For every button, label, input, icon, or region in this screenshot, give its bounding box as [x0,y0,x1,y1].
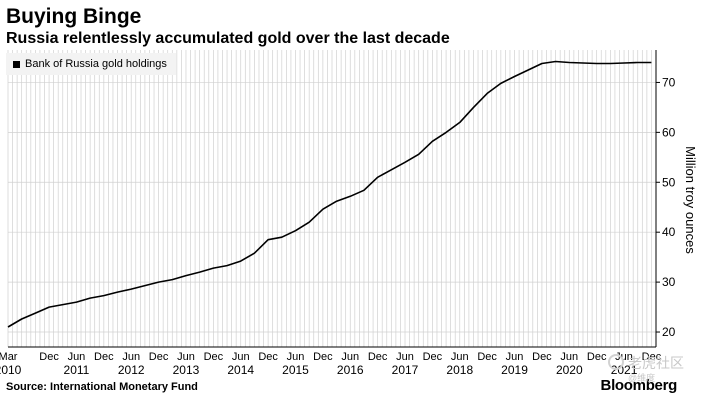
x-year-label: 2014 [227,363,254,377]
x-tick-label: Dec [258,351,278,363]
x-tick-label: Jun [506,351,524,363]
x-tick-label: Jun [68,351,86,363]
legend-swatch [13,60,20,68]
x-tick-label: Dec [149,351,169,363]
legend-label: Bank of Russia gold holdings [25,58,167,70]
y-tick-label: 40 [662,225,676,239]
axis-layer: 203040506070Mar2010DecJun2011DecJun2012D… [0,50,676,377]
watermark-tiger-icon [608,354,624,370]
x-tick-label: Dec [532,351,552,363]
y-tick-label: 70 [662,75,676,89]
x-tick-label: Dec [642,351,662,363]
x-tick-label: Jun [396,351,414,363]
x-year-label: 2020 [556,363,583,377]
x-tick-label: Dec [39,351,59,363]
grid-layer [7,50,657,347]
x-tick-label: Dec [204,351,224,363]
x-tick-label: Dec [94,351,114,363]
x-year-label: 2013 [173,363,200,377]
source-note: Source: International Monetary Fund [6,381,198,393]
x-tick-label: Mar [0,351,18,363]
chart-subtitle: Russia relentlessly accumulated gold ove… [6,30,450,47]
x-tick-label: Jun [560,351,578,363]
x-tick-label: Dec [423,351,443,363]
x-year-label: 2011 [64,363,90,377]
x-year-label: 2012 [118,363,145,377]
x-tick-label: Jun [232,351,250,363]
x-tick-label: Dec [313,351,333,363]
chart-title: Buying Binge [6,5,142,28]
x-year-label: 2015 [282,363,309,377]
x-year-label: 2018 [446,363,473,377]
y-tick-label: 60 [662,125,676,139]
series-layer [7,60,652,328]
x-tick-label: Jun [341,351,359,363]
x-year-label: 2017 [392,363,419,377]
x-tick-label: Dec [477,351,497,363]
x-tick-label: Dec [587,351,607,363]
x-year-label: 2016 [337,363,364,377]
x-year-label: 2019 [501,363,528,377]
watermark-text: 老虎社区 [628,355,684,371]
x-year-label: 2010 [0,363,22,377]
watermark-subtext: @维度 [628,373,656,383]
x-tick-label: Jun [287,351,305,363]
bloomberg-logo: Bloomberg [600,377,678,394]
y-tick-label: 20 [662,325,676,339]
x-tick-label: Jun [177,351,195,363]
x-tick-label: Jun [451,351,469,363]
y-tick-label: 50 [662,175,676,189]
series-line-gold-holdings [7,60,652,328]
y-axis-label: Million troy ounces [683,146,698,254]
x-tick-label: Dec [368,351,388,363]
x-tick-label: Jun [122,351,140,363]
y-tick-label: 30 [662,275,676,289]
legend: Bank of Russia gold holdings [6,53,176,75]
